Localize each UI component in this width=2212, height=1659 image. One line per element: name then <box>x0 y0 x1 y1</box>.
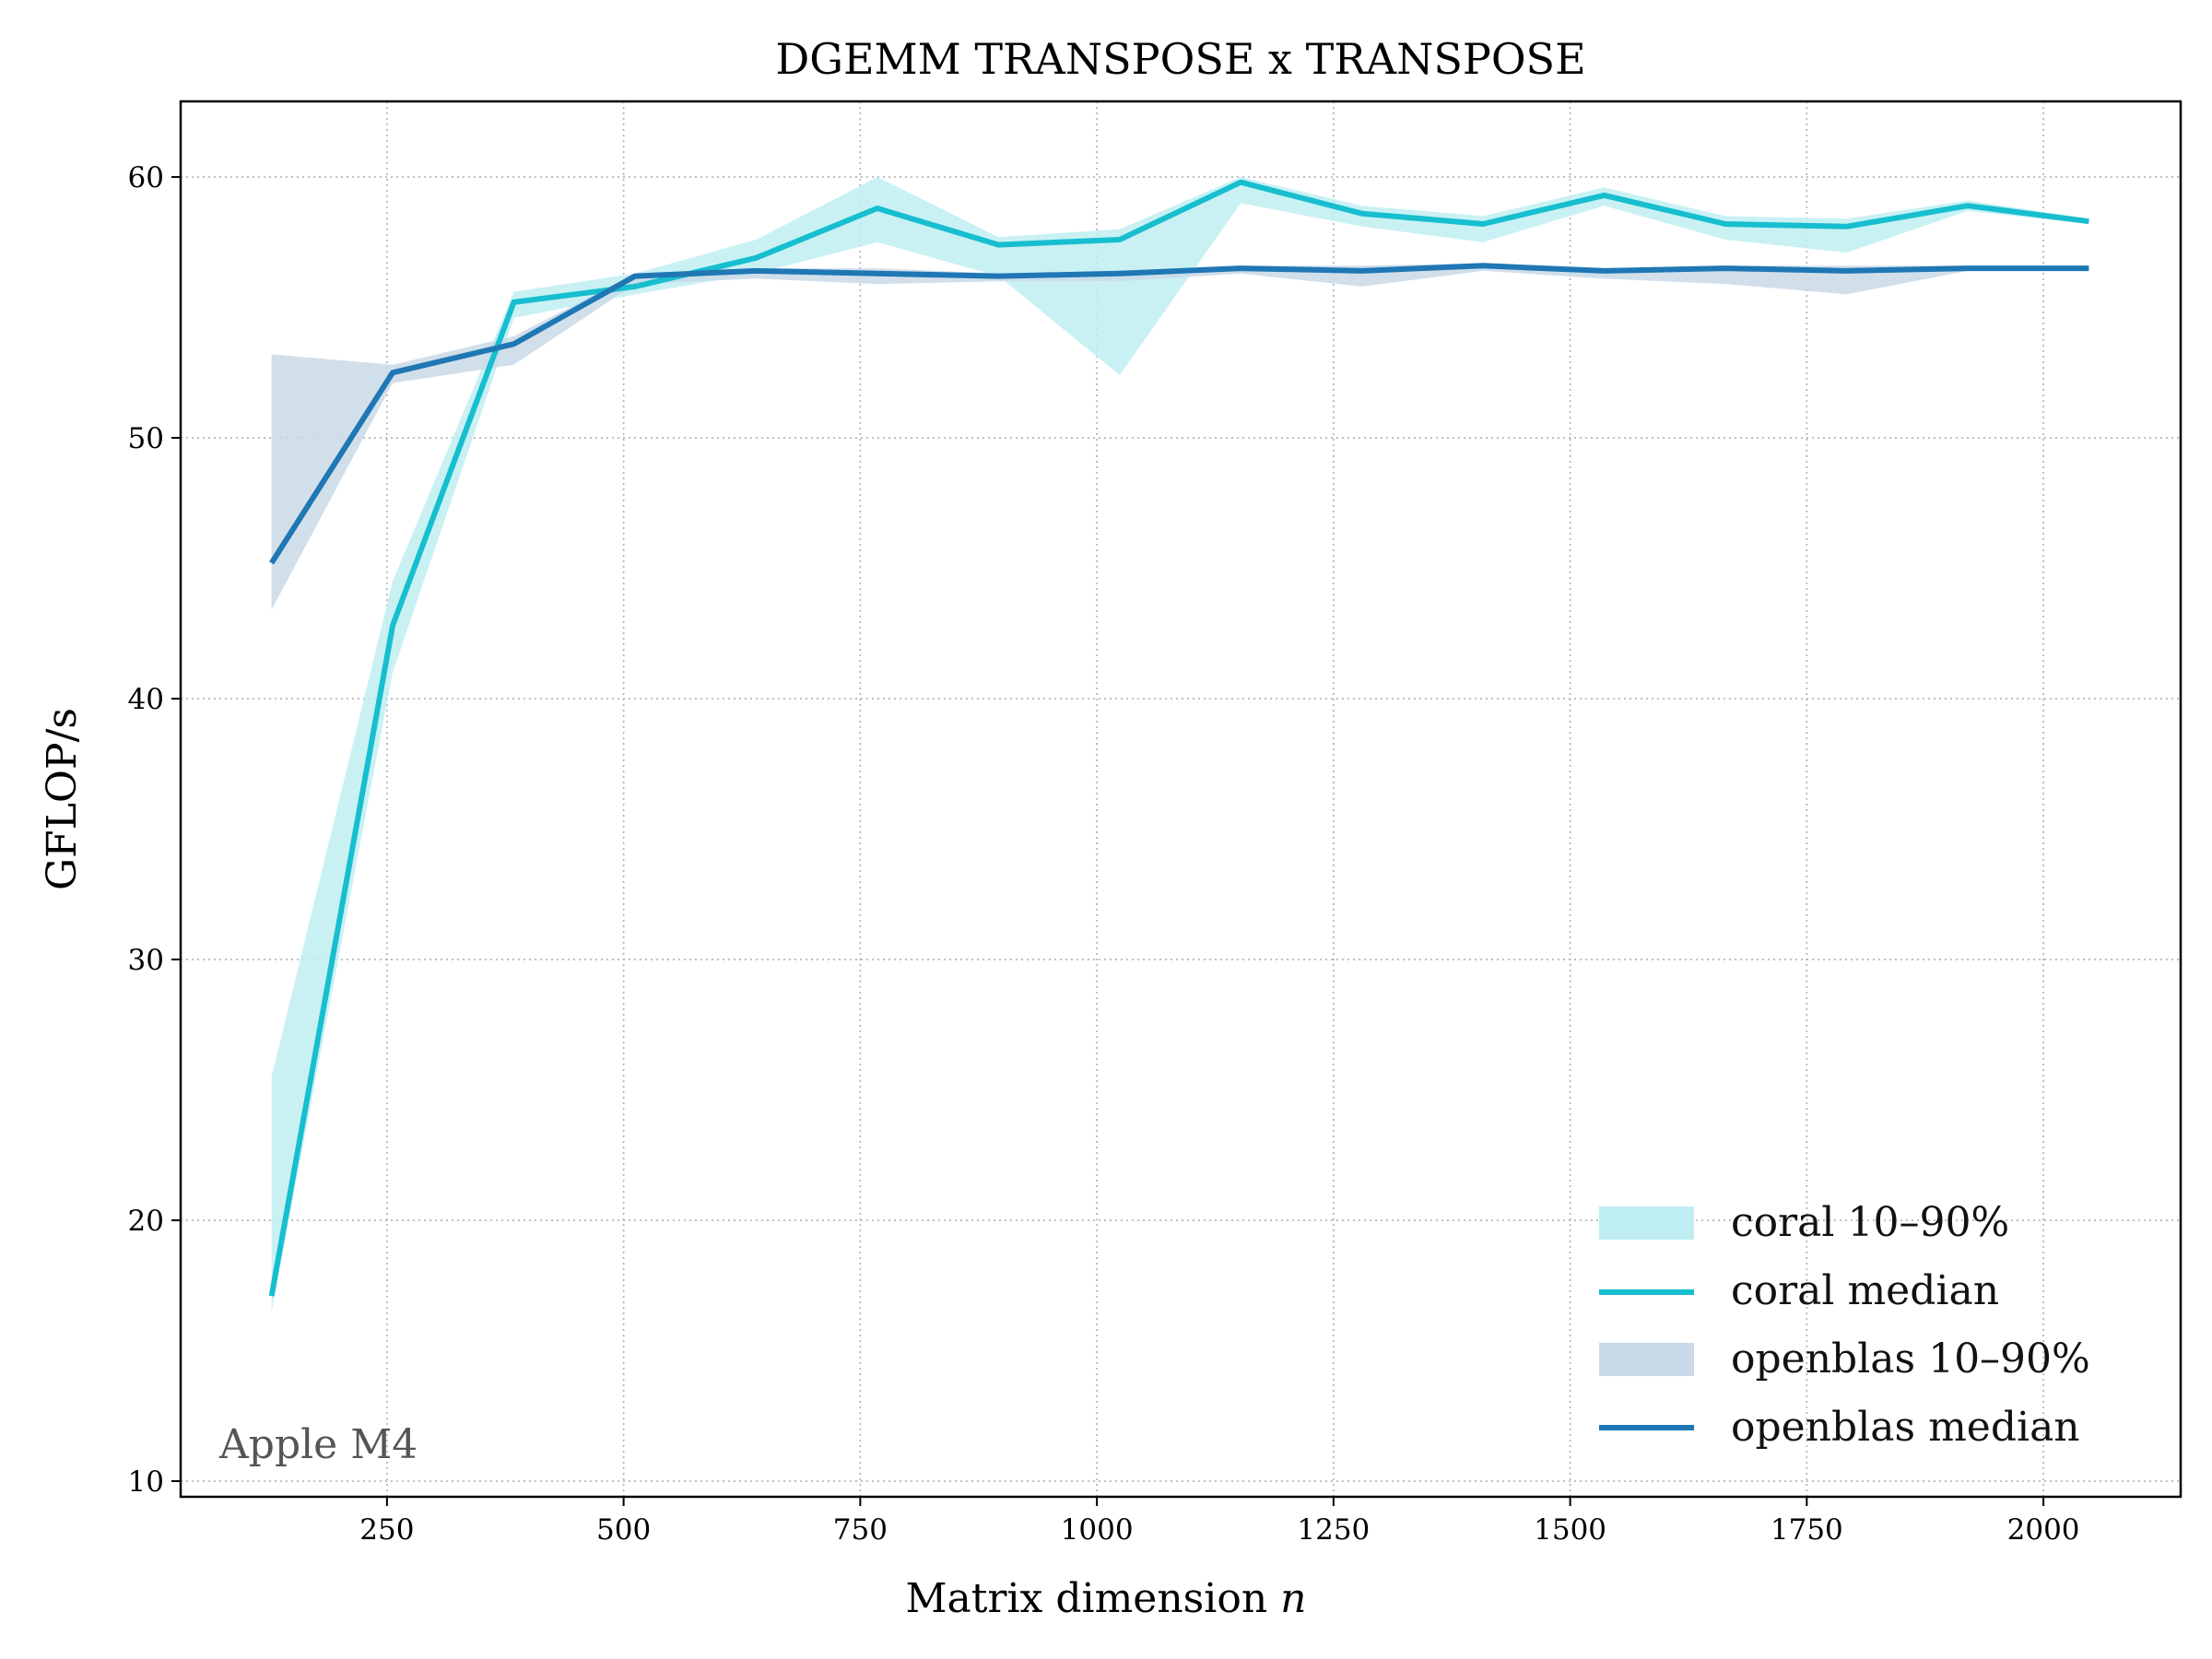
x-tick-label: 500 <box>596 1513 651 1547</box>
y-tick-label: 10 <box>128 1465 164 1499</box>
legend-label-openblas-band: openblas 10–90% <box>1731 1335 2090 1382</box>
y-tick-label: 50 <box>128 422 164 455</box>
x-axis-label-var: n <box>1280 1575 1306 1622</box>
device-annotation: Apple M4 <box>218 1421 418 1468</box>
plot-frame <box>179 100 2183 1499</box>
legend-label-coral-band: coral 10–90% <box>1731 1199 2009 1246</box>
ticks: 250 500 750 1000 1250 1500 1750 2000 10 20 30 40 50 6… <box>128 161 2080 1547</box>
grid <box>181 101 2181 1497</box>
x-tick-label: 250 <box>359 1513 414 1547</box>
coral-median-line <box>268 179 2089 1297</box>
x-axis-label: Matrix dimension n <box>905 1575 1306 1622</box>
x-tick-label: 1750 <box>1771 1513 1843 1547</box>
median-lines <box>268 179 2089 1297</box>
legend: coral 10–90% coral median openblas 10–90… <box>1599 1199 2090 1451</box>
x-tick-label: 2000 <box>2007 1513 2080 1547</box>
y-axis-label: GFLOP/s <box>39 708 86 890</box>
y-tick-label: 40 <box>128 683 164 716</box>
legend-swatch-coral-band <box>1599 1206 1694 1240</box>
legend-swatch-openblas-band <box>1599 1343 1694 1376</box>
legend-label-coral-median: coral median <box>1731 1267 1999 1314</box>
legend-label-openblas-median: openblas median <box>1731 1404 2080 1451</box>
openblas-median-line <box>269 263 2089 565</box>
x-tick-label: 1500 <box>1534 1513 1606 1547</box>
x-tick-label: 1250 <box>1297 1513 1370 1547</box>
x-axis-label-text: Matrix dimension <box>905 1575 1267 1622</box>
y-tick-label: 30 <box>128 944 164 977</box>
x-tick-label: 750 <box>833 1513 888 1547</box>
y-tick-label: 60 <box>128 161 164 194</box>
chart-title: DGEMM TRANSPOSE x TRANSPOSE <box>775 34 1585 84</box>
y-tick-label: 20 <box>128 1205 164 1238</box>
x-tick-label: 1000 <box>1061 1513 1134 1547</box>
